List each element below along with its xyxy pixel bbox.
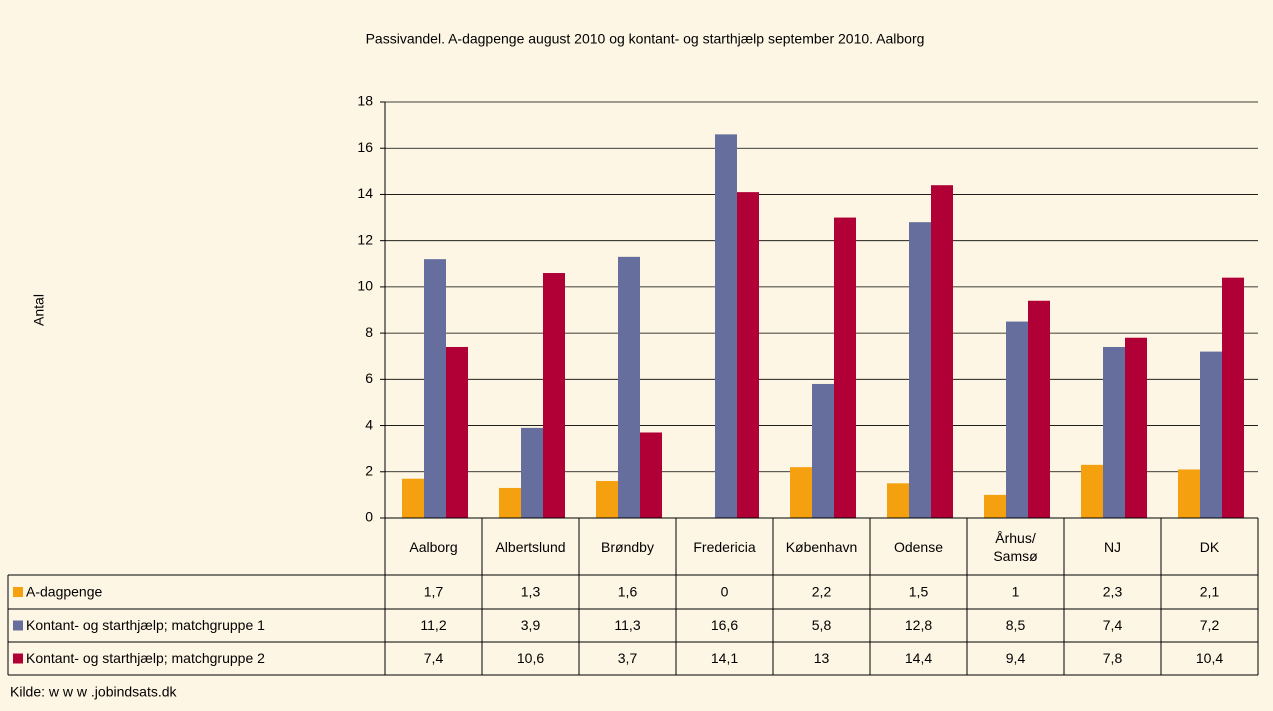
x-tick-label: Aalborg bbox=[409, 538, 458, 555]
data-label: 10,4 bbox=[1196, 650, 1223, 666]
x-tick-label-box: Aalborg bbox=[409, 538, 458, 555]
bar bbox=[984, 494, 1006, 518]
legend-swatch bbox=[13, 653, 23, 664]
bar bbox=[499, 487, 521, 518]
data-label: 1,6 bbox=[618, 584, 638, 600]
x-tick-label: Brøndby bbox=[601, 538, 654, 555]
y-tick-label: 14 bbox=[357, 185, 373, 201]
x-tick-label: Odense bbox=[893, 538, 944, 555]
x-tick-label: Århus/ Samsø bbox=[993, 529, 1038, 564]
x-tick-label-box: Århus/ Samsø bbox=[993, 529, 1038, 564]
bar bbox=[1028, 300, 1050, 518]
x-tick-label-box: NJ bbox=[1103, 538, 1122, 555]
bar bbox=[543, 273, 565, 518]
x-tick-label: Albertslund bbox=[495, 538, 566, 555]
x-tick-label: DK bbox=[1199, 538, 1220, 555]
y-tick-label: 16 bbox=[357, 139, 373, 155]
bar bbox=[887, 483, 909, 518]
bar bbox=[521, 427, 543, 518]
bar bbox=[715, 134, 737, 518]
y-tick-label: 8 bbox=[365, 324, 373, 340]
data-label: 9,4 bbox=[1006, 650, 1026, 666]
y-tick-label: 18 bbox=[357, 93, 373, 109]
bar bbox=[737, 192, 759, 518]
data-label: 11,2 bbox=[420, 617, 446, 633]
x-tick-label-box: DK bbox=[1199, 538, 1220, 555]
bar bbox=[596, 481, 618, 518]
data-label: 10,6 bbox=[517, 650, 544, 666]
bar bbox=[909, 222, 931, 518]
data-label: 14,4 bbox=[905, 650, 932, 666]
bar bbox=[931, 185, 953, 518]
bar bbox=[1222, 277, 1244, 518]
bar bbox=[640, 432, 662, 518]
data-label: 1,7 bbox=[424, 584, 444, 600]
bar bbox=[1200, 351, 1222, 518]
legend-swatch bbox=[13, 587, 23, 597]
bar bbox=[790, 467, 812, 518]
data-label: 2,2 bbox=[812, 584, 832, 600]
bar bbox=[446, 346, 468, 518]
bar bbox=[1125, 337, 1147, 518]
y-tick-label: 12 bbox=[357, 231, 373, 247]
data-label: 1,3 bbox=[521, 584, 541, 600]
data-label: 14,1 bbox=[711, 650, 738, 666]
bar bbox=[1103, 346, 1125, 518]
x-tick-label: København bbox=[785, 538, 858, 555]
data-label: 5,8 bbox=[812, 617, 832, 633]
data-label: 1,5 bbox=[909, 584, 929, 600]
x-tick-label-box: Albertslund bbox=[495, 538, 566, 555]
bar bbox=[812, 383, 834, 518]
x-tick-label-box: Odense bbox=[893, 538, 944, 555]
chart-title: Passivandel. A-dagpenge august 2010 og k… bbox=[366, 31, 925, 47]
data-label: 3,7 bbox=[618, 650, 638, 666]
x-tick-label: Fredericia bbox=[693, 538, 756, 555]
bar bbox=[618, 256, 640, 518]
legend-swatch bbox=[13, 620, 23, 631]
data-label: 7,2 bbox=[1200, 617, 1220, 633]
y-tick-label: 6 bbox=[365, 370, 373, 386]
source-note: Kilde: w w w .jobindsats.dk bbox=[10, 684, 178, 700]
data-label: 7,4 bbox=[424, 650, 444, 666]
y-tick-label: 0 bbox=[365, 509, 373, 525]
legend-label: Kontant- og starthjælp; matchgruppe 1 bbox=[26, 617, 265, 633]
data-label: 8,5 bbox=[1006, 617, 1026, 633]
x-tick-label-box: Fredericia bbox=[693, 538, 756, 555]
bar bbox=[1081, 464, 1103, 518]
bar bbox=[424, 259, 446, 518]
data-label: 2,1 bbox=[1200, 584, 1220, 600]
legend-label: A-dagpenge bbox=[26, 584, 103, 600]
y-tick-label: 10 bbox=[357, 278, 373, 294]
data-label: 0 bbox=[721, 584, 729, 600]
data-label: 2,3 bbox=[1103, 584, 1123, 600]
legend-label: Kontant- og starthjælp; matchgruppe 2 bbox=[26, 650, 265, 666]
data-label: 11,3 bbox=[614, 617, 640, 633]
bar bbox=[834, 217, 856, 519]
x-tick-label: NJ bbox=[1103, 538, 1122, 555]
x-tick-label-box: Brøndby bbox=[601, 538, 654, 555]
data-label: 12,8 bbox=[905, 617, 932, 633]
bar bbox=[1178, 469, 1200, 518]
y-tick-label: 4 bbox=[365, 416, 373, 432]
data-label: 3,9 bbox=[521, 617, 541, 633]
bar bbox=[402, 478, 424, 518]
y-tick-label: 2 bbox=[365, 462, 373, 478]
data-label: 16,6 bbox=[711, 617, 738, 633]
data-label: 7,4 bbox=[1103, 617, 1123, 633]
data-label: 7,8 bbox=[1103, 650, 1123, 666]
data-label: 1 bbox=[1012, 584, 1020, 600]
y-axis-label: Antal bbox=[31, 294, 47, 326]
bar bbox=[1006, 321, 1028, 518]
x-tick-label-box: København bbox=[785, 538, 858, 555]
data-label: 13 bbox=[814, 650, 830, 666]
